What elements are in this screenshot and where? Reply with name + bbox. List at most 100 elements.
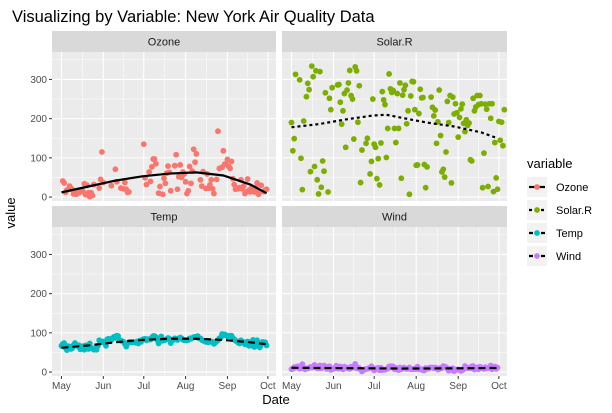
x-tick-label: May bbox=[52, 381, 71, 392]
data-point-solar-r bbox=[367, 171, 373, 177]
data-point-ozone bbox=[193, 151, 200, 157]
grid-lines-wind bbox=[282, 227, 507, 376]
data-point-solar-r bbox=[402, 82, 409, 89]
data-point-ozone bbox=[182, 178, 189, 185]
data-point-solar-r bbox=[433, 140, 440, 147]
data-point-ozone bbox=[227, 165, 234, 172]
data-point-ozone bbox=[161, 175, 167, 182]
data-point-solar-r bbox=[329, 84, 336, 91]
legend-label-wind: Wind bbox=[556, 251, 581, 263]
x-axis-title: Date bbox=[262, 392, 289, 407]
data-point-solar-r bbox=[353, 67, 360, 74]
x-tick-label: Oct bbox=[491, 381, 507, 392]
chart-title: Visualizing by Variable: New York Air Qu… bbox=[12, 8, 375, 26]
data-point-solar-r bbox=[357, 179, 364, 186]
data-point-solar-r bbox=[441, 174, 448, 180]
legend-key-point-temp bbox=[534, 230, 540, 236]
x-tick-label: Sep bbox=[219, 381, 237, 392]
data-point-solar-r bbox=[392, 139, 399, 146]
facet-panel-solar-r: Solar.R bbox=[282, 31, 508, 201]
data-point-solar-r bbox=[344, 87, 350, 93]
data-point-solar-r bbox=[437, 132, 444, 139]
legend-label-temp: Temp bbox=[556, 228, 583, 240]
data-point-solar-r bbox=[481, 150, 487, 157]
x-tick-label: Aug bbox=[407, 381, 425, 392]
grid-lines-solar-r bbox=[282, 52, 507, 201]
data-point-solar-r bbox=[470, 95, 477, 102]
data-point-solar-r bbox=[456, 114, 463, 121]
data-point-solar-r bbox=[498, 119, 505, 126]
data-point-solar-r bbox=[346, 67, 353, 74]
data-point-solar-r bbox=[384, 125, 391, 132]
data-point-solar-r bbox=[445, 119, 452, 126]
data-point-solar-r bbox=[458, 105, 464, 112]
data-point-solar-r bbox=[417, 86, 424, 93]
facet-panel-ozone: Ozone bbox=[52, 31, 276, 201]
data-point-solar-r bbox=[462, 128, 468, 135]
data-point-solar-r bbox=[369, 96, 376, 102]
legend-key-point-solar-r bbox=[534, 207, 540, 213]
y-tick-label: 0 bbox=[41, 368, 47, 379]
data-points-solar-r bbox=[288, 63, 508, 198]
data-point-solar-r bbox=[479, 184, 486, 191]
data-point-solar-r bbox=[420, 94, 426, 101]
legend-key-point-ozone bbox=[534, 184, 540, 190]
data-point-ozone bbox=[186, 163, 193, 170]
data-point-solar-r bbox=[485, 183, 491, 190]
data-point-ozone bbox=[159, 191, 166, 198]
data-point-solar-r bbox=[340, 107, 346, 114]
data-point-ozone bbox=[126, 189, 132, 195]
data-point-solar-r bbox=[500, 142, 506, 149]
data-point-solar-r bbox=[476, 92, 483, 99]
data-point-wind bbox=[299, 361, 306, 368]
data-point-solar-r bbox=[443, 149, 449, 155]
x-tick-label: Aug bbox=[177, 381, 195, 392]
data-point-ozone bbox=[96, 185, 103, 191]
smooth-line-wind bbox=[291, 366, 498, 370]
data-point-ozone bbox=[151, 156, 158, 162]
data-point-solar-r bbox=[359, 147, 365, 153]
data-point-ozone bbox=[167, 187, 174, 194]
data-point-solar-r bbox=[428, 94, 434, 100]
data-point-solar-r bbox=[483, 106, 490, 113]
data-point-solar-r bbox=[299, 186, 306, 193]
facet-strip-wind bbox=[282, 206, 507, 227]
data-point-solar-r bbox=[406, 191, 413, 198]
data-point-solar-r bbox=[430, 113, 437, 119]
data-point-solar-r bbox=[394, 90, 401, 97]
data-point-solar-r bbox=[493, 174, 500, 181]
data-point-solar-r bbox=[288, 119, 295, 126]
grid-lines-temp bbox=[52, 227, 276, 376]
data-point-ozone bbox=[211, 190, 217, 197]
data-point-temp bbox=[61, 340, 68, 346]
facet-label-solar-r: Solar.R bbox=[376, 37, 412, 49]
data-point-solar-r bbox=[452, 100, 459, 107]
data-point-ozone bbox=[220, 147, 227, 154]
data-point-solar-r bbox=[303, 93, 310, 100]
data-point-solar-r bbox=[289, 147, 296, 154]
x-tick-label: Oct bbox=[260, 381, 276, 392]
data-point-ozone bbox=[153, 160, 159, 167]
data-point-ozone bbox=[165, 163, 171, 170]
data-point-solar-r bbox=[376, 182, 383, 188]
y-tick-label: 0 bbox=[41, 193, 47, 204]
data-point-ozone bbox=[213, 176, 220, 183]
data-point-solar-r bbox=[337, 99, 344, 106]
data-point-solar-r bbox=[291, 135, 298, 142]
data-point-solar-r bbox=[487, 115, 494, 122]
facet-label-ozone: Ozone bbox=[148, 37, 180, 49]
data-point-ozone bbox=[61, 180, 68, 186]
data-point-solar-r bbox=[383, 154, 390, 161]
facet-strip-temp bbox=[52, 206, 276, 227]
data-point-solar-r bbox=[311, 163, 318, 170]
data-point-solar-r bbox=[368, 158, 375, 165]
data-point-solar-r bbox=[466, 120, 472, 126]
data-point-ozone bbox=[99, 149, 105, 155]
data-point-ozone bbox=[121, 179, 128, 186]
data-point-solar-r bbox=[416, 110, 422, 117]
data-point-solar-r bbox=[317, 68, 323, 75]
x-tick-label: Jul bbox=[137, 381, 150, 392]
data-point-ozone bbox=[258, 182, 265, 189]
facet-strip-solar-r bbox=[282, 31, 507, 52]
data-point-solar-r bbox=[306, 86, 313, 93]
